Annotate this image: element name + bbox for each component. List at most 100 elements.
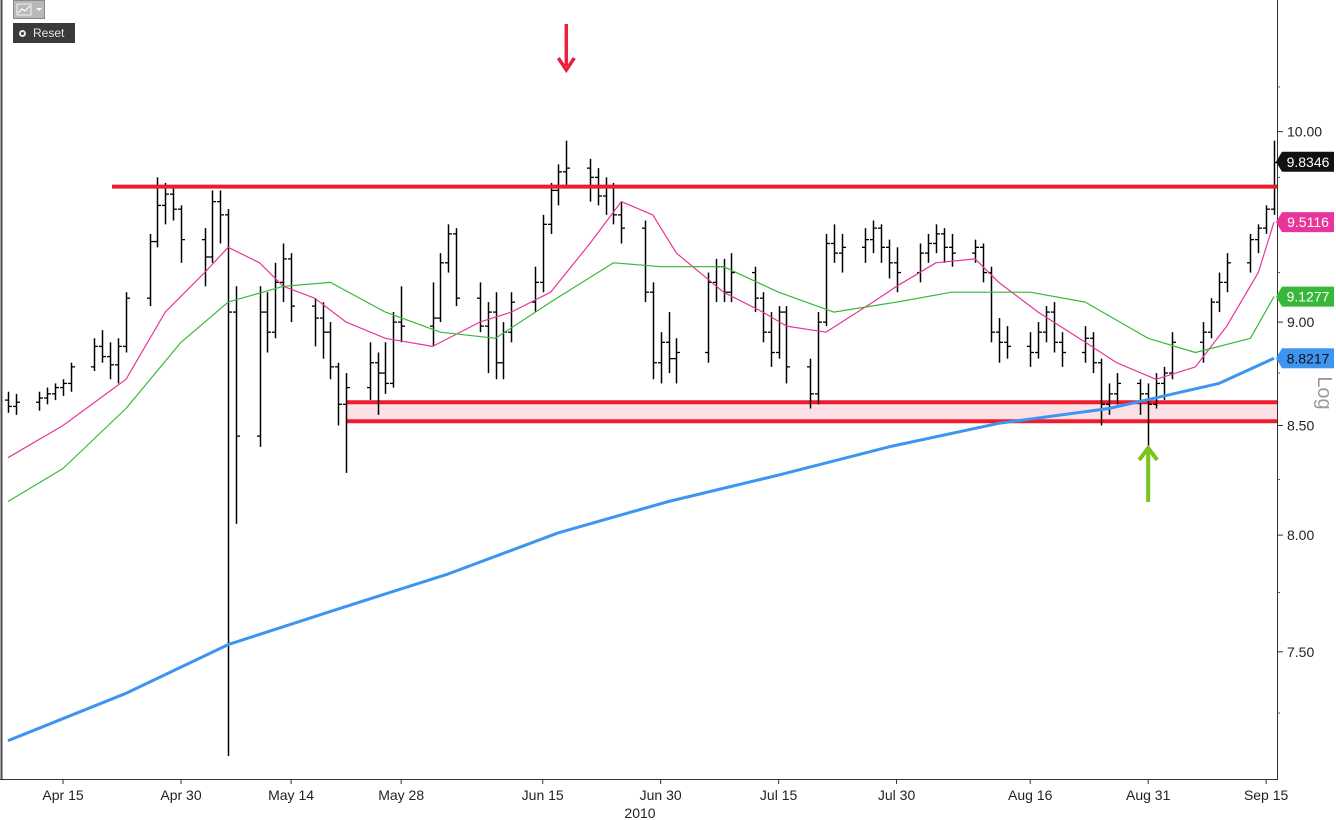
ohlc-bar (1114, 373, 1121, 405)
ohlc-bar (783, 306, 790, 384)
ohlc-bar (894, 247, 901, 293)
x-tick-label: May 28 (378, 787, 424, 803)
ohlc-bar (264, 292, 271, 353)
x-tick-label: Aug 31 (1126, 787, 1171, 803)
ohlc-bar (382, 342, 389, 394)
ohlc-bar (752, 266, 759, 313)
ohlc-bar (107, 342, 114, 380)
ohlc-bar (1208, 298, 1215, 339)
reset-button[interactable]: Reset (13, 23, 75, 43)
ohlc-bar (123, 292, 130, 353)
ohlc-bar (815, 312, 822, 405)
ohlc-bar (823, 233, 830, 327)
x-tick-label: Jul 30 (878, 787, 916, 803)
ohlc-bar (548, 182, 555, 234)
ohlc-bar (99, 330, 106, 363)
value-badge-bg (1282, 151, 1334, 172)
y-tick-label: 10.00 (1287, 124, 1322, 140)
ohlc-bar (5, 391, 12, 413)
series-line-1 (7, 201, 1275, 459)
value-badge: 9.1277 (1276, 286, 1334, 307)
ohlc-bar (375, 352, 382, 415)
ohlc-bar (673, 338, 680, 384)
ohlc-bar (642, 220, 649, 303)
ohlc-bar (60, 379, 67, 396)
ohlc-bar (13, 393, 20, 415)
ohlc-bar (477, 282, 484, 333)
ohlc-bar (1137, 379, 1144, 415)
x-tick-label: Aug 16 (1008, 787, 1053, 803)
ohlc-bar (1263, 205, 1270, 234)
ohlc-bar (925, 233, 932, 263)
y-tick-label: 8.00 (1287, 527, 1314, 543)
caret-down-icon[interactable] (34, 1, 44, 18)
ohlc-bar (650, 282, 657, 380)
ohlc-bar (508, 292, 515, 343)
y-axis: 7.50 8.00 8.50 9.00 10.00 (1277, 86, 1322, 714)
ohlc-bar (453, 228, 460, 307)
ohlc-bar (768, 312, 775, 367)
ohlc-bar (886, 239, 893, 279)
ohlc-bar (52, 383, 59, 401)
value-badges: 9.8346 9.5116 9.1277 8.8217 (1276, 151, 1334, 369)
ohlc-bar (760, 292, 767, 343)
value-badge-bg (1282, 212, 1334, 233)
ohlc-bar (154, 177, 161, 248)
ohlc-bar (728, 253, 735, 303)
value-badge: 9.5116 (1276, 212, 1334, 233)
support-band (346, 400, 1277, 424)
value-badge-pointer (1276, 212, 1282, 233)
ohlc-bar (209, 190, 216, 263)
value-badge: 8.8217 (1276, 348, 1334, 369)
ohlc-bar (225, 209, 232, 756)
series-line-3 (7, 356, 1275, 743)
ohlc-bar (162, 182, 169, 225)
value-badge-pointer (1276, 348, 1282, 369)
line-chart-icon (16, 3, 32, 16)
ohlc-bar (878, 224, 885, 263)
ohlc-bar (618, 201, 625, 244)
value-badge-pointer (1276, 151, 1282, 172)
ohlc-bar (1004, 326, 1011, 359)
ohlc-bar (430, 282, 437, 347)
ohlc-bar (540, 214, 547, 293)
ohlc-bar (170, 186, 177, 221)
value-badge-bg (1282, 348, 1334, 369)
annotations (112, 24, 1277, 502)
down-arrow-head (556, 57, 576, 74)
ohlc-bar (839, 233, 846, 273)
x-tick-label: Apr 15 (42, 787, 83, 803)
reset-label: Reset (33, 26, 65, 40)
ohlc-bar (980, 243, 987, 283)
value-badge-text: 9.1277 (1287, 289, 1330, 305)
ohlc-bar (587, 158, 594, 202)
ohlc-bar (996, 318, 1003, 363)
ohlc-bar (335, 362, 342, 426)
ohlc-bar (493, 292, 500, 380)
ohlc-bar (1145, 383, 1152, 447)
ohlc-bar (390, 312, 397, 388)
x-tick-label: Jun 15 (522, 787, 564, 803)
log-scale-label: Log (1313, 376, 1335, 409)
ohlc-bar (658, 332, 665, 384)
ohlc-bar (91, 338, 98, 371)
chart-type-button[interactable] (13, 0, 45, 19)
ohlc-bar (68, 362, 75, 392)
up-arrow-head (1137, 444, 1159, 462)
value-badge: 9.8346 (1276, 151, 1334, 172)
ohlc-bar (115, 338, 122, 384)
ohlc-bar (666, 312, 673, 374)
y-tick-label: 7.50 (1287, 644, 1314, 660)
ohlc-bar (1082, 326, 1089, 363)
ohlc-bar (1051, 302, 1058, 353)
y-tick-label: 8.50 (1287, 417, 1314, 433)
ohlc-bar (367, 342, 374, 401)
x-tick-label: May 14 (268, 787, 314, 803)
ohlc-bar (320, 302, 327, 359)
y-tick-label: 9.00 (1287, 314, 1314, 330)
x-tick-label: Jun 30 (640, 787, 682, 803)
ohlc-bar (1255, 224, 1262, 254)
support-band-fill (346, 402, 1277, 422)
ohlc-bar (933, 224, 940, 254)
ohlc-bar (398, 286, 405, 343)
